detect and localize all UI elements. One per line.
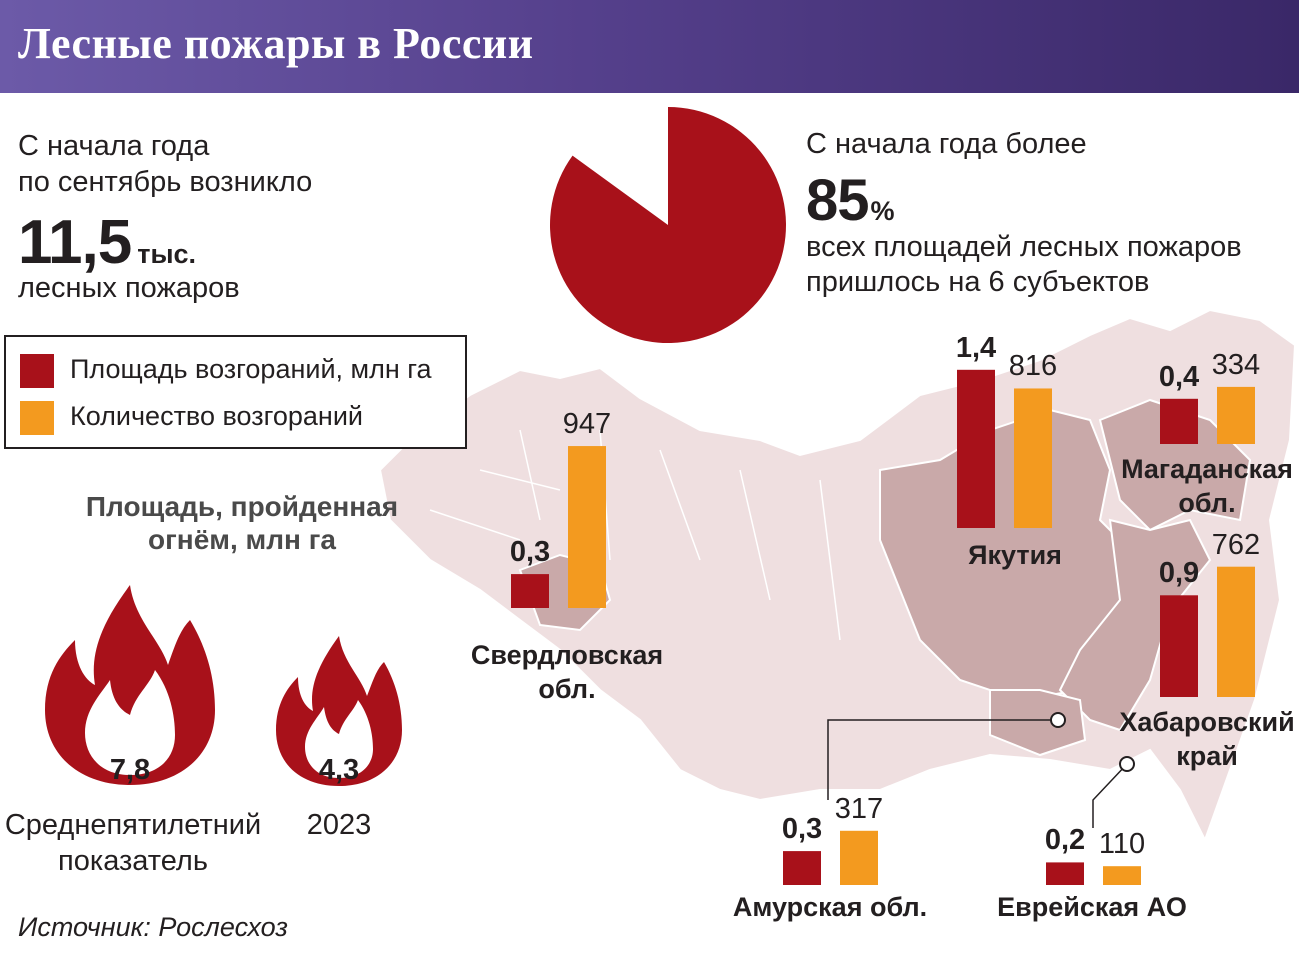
share-percent-value: 85 [806,168,870,233]
region-name-line1-5: Еврейская АО [997,892,1187,922]
pie-slice-share [550,107,786,343]
intro-line-3: лесных пожаров [18,272,240,304]
region-name-4: Амурская обл. [690,890,970,924]
bar-area-1 [957,369,995,528]
share-line-3: пришлось на 6 субъектов [806,266,1150,298]
region-name-3: Хабаровский край [1067,705,1299,773]
region-name-1: Якутия [875,538,1155,572]
bar-area-0 [511,574,549,608]
leader-dot-amur [1050,712,1066,728]
share-line-2: всех площадей лесных пожаров [806,231,1242,263]
share-percent: 85% [806,168,895,244]
bar-area-2 [1160,398,1198,444]
header-banner: Лесные пожары в России [0,0,1299,93]
region-name-5: Еврейская АО [952,890,1232,924]
bar-count-label-4: 317 [834,792,884,825]
flame-average-label-2: показатель [58,845,208,877]
bar-area-4 [783,851,821,885]
legend-label-count: Количество возгораний [70,401,364,431]
page-title: Лесные пожары в России [18,19,534,68]
bar-count-label-2: 334 [1211,348,1261,381]
legend-swatch-count [20,401,54,435]
bar-area-label-3: 0,9 [1158,557,1200,590]
intro-text: С начала года по сентябрь возникло [18,128,312,200]
fires-count-value: 11,5 [18,208,132,277]
bar-area-label-2: 0,4 [1158,360,1200,393]
share-line-1: С начала года более [806,128,1087,160]
flame-average-caption: Среднепятилетний показатель [0,807,266,879]
bar-area-5 [1046,862,1084,885]
fires-count-unit: тыс. [137,239,197,269]
region-name-0: Свердловская обл. [427,638,707,706]
region-name-line2-3: край [1176,741,1238,771]
flame-average-label-1: Среднепятилетний [4,809,262,841]
region-khabarovsk [1058,518,1212,732]
bar-area-label-0: 0,3 [509,536,551,569]
flames-title: Площадь, пройденная огнём, млн га [85,491,399,555]
bar-count-label-3: 762 [1211,528,1261,561]
region-name-line1-1: Якутия [968,540,1062,570]
region-name-line1-3: Хабаровский [1119,707,1295,737]
bar-count-label-5: 110 [1098,828,1146,861]
region-name-2: Магаданская обл. [1067,452,1299,520]
bar-area-label-5: 0,2 [1044,824,1086,857]
intro-line-2: по сентябрь возникло [18,166,313,198]
legend: Площадь возгораний, млн га Количество во… [4,335,467,449]
source-note: Источник: Рослесхоз [18,912,288,942]
bar-count-label-1: 816 [1008,350,1058,383]
leader-line-amur [827,719,1058,800]
region-name-line1-0: Свердловская [470,640,664,670]
bar-count-2 [1217,386,1255,444]
region-name-line2-0: обл. [538,674,596,704]
bar-area-3 [1160,595,1198,697]
bar-count-5 [1103,866,1141,885]
region-name-line2-2: обл. [1178,488,1236,518]
bar-count-1 [1014,388,1052,528]
flame-icon-2023 [276,636,402,786]
flame-2023-caption: 2023 [306,809,372,841]
flame-2023-value: 4,3 [318,754,360,786]
leader-line-jewish [1092,763,1128,828]
region-name-line1-2: Магаданская [1121,454,1293,484]
flame-average-value: 7,8 [109,754,151,786]
bar-count-label-0: 947 [562,408,612,441]
intro-line-1: С начала года [18,130,210,162]
bar-count-3 [1217,566,1255,697]
leader-dot-jewish [1119,756,1135,772]
bar-chart [511,369,1255,885]
legend-swatch-area [20,354,54,388]
flame-icon-average [45,585,215,785]
share-text: всех площадей лесных пожаров пришлось на… [806,230,1242,300]
pie-chart [550,107,786,343]
bar-area-label-4: 0,3 [781,813,823,846]
bar-count-0 [568,446,606,608]
bar-count-4 [840,830,878,885]
region-name-line1-4: Амурская обл. [732,892,928,922]
fires-count: 11,5 тыс. [18,208,196,289]
region-amur [989,689,1087,757]
bar-area-label-1: 1,4 [955,331,997,364]
share-percent-unit: % [870,196,895,226]
legend-label-area: Площадь возгораний, млн га [70,354,432,384]
